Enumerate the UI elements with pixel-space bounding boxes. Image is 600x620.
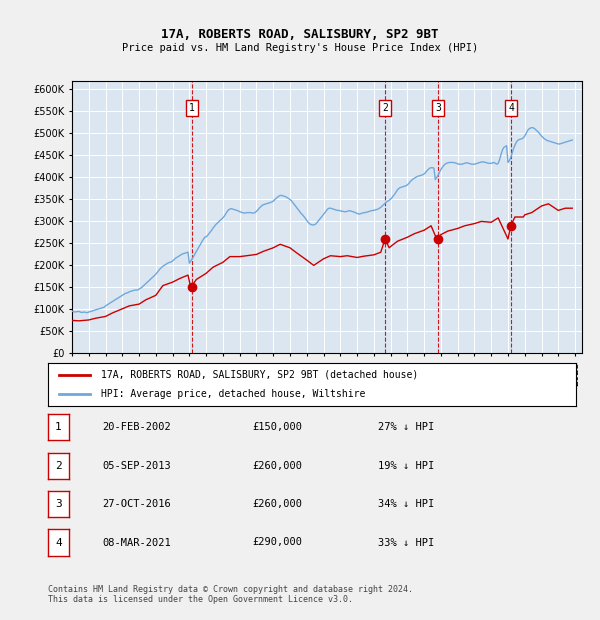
Text: £260,000: £260,000: [252, 461, 302, 471]
Text: 2: 2: [55, 461, 62, 471]
Text: 3: 3: [55, 499, 62, 509]
Text: £260,000: £260,000: [252, 499, 302, 509]
Text: 2: 2: [382, 103, 388, 113]
Text: 3: 3: [435, 103, 441, 113]
Text: 08-MAR-2021: 08-MAR-2021: [102, 538, 171, 547]
Text: HPI: Average price, detached house, Wiltshire: HPI: Average price, detached house, Wilt…: [101, 389, 365, 399]
Text: 1: 1: [189, 103, 194, 113]
Text: 20-FEB-2002: 20-FEB-2002: [102, 422, 171, 432]
Text: 4: 4: [508, 103, 514, 113]
Text: 4: 4: [55, 538, 62, 547]
Text: Price paid vs. HM Land Registry's House Price Index (HPI): Price paid vs. HM Land Registry's House …: [122, 43, 478, 53]
Text: 17A, ROBERTS ROAD, SALISBURY, SP2 9BT: 17A, ROBERTS ROAD, SALISBURY, SP2 9BT: [161, 28, 439, 41]
Text: 27-OCT-2016: 27-OCT-2016: [102, 499, 171, 509]
Text: 19% ↓ HPI: 19% ↓ HPI: [378, 461, 434, 471]
Text: £150,000: £150,000: [252, 422, 302, 432]
Text: Contains HM Land Registry data © Crown copyright and database right 2024.
This d: Contains HM Land Registry data © Crown c…: [48, 585, 413, 604]
Text: £290,000: £290,000: [252, 538, 302, 547]
Text: 05-SEP-2013: 05-SEP-2013: [102, 461, 171, 471]
Text: 1: 1: [55, 422, 62, 432]
Text: 34% ↓ HPI: 34% ↓ HPI: [378, 499, 434, 509]
Text: 27% ↓ HPI: 27% ↓ HPI: [378, 422, 434, 432]
Text: 17A, ROBERTS ROAD, SALISBURY, SP2 9BT (detached house): 17A, ROBERTS ROAD, SALISBURY, SP2 9BT (d…: [101, 370, 418, 380]
Text: 33% ↓ HPI: 33% ↓ HPI: [378, 538, 434, 547]
